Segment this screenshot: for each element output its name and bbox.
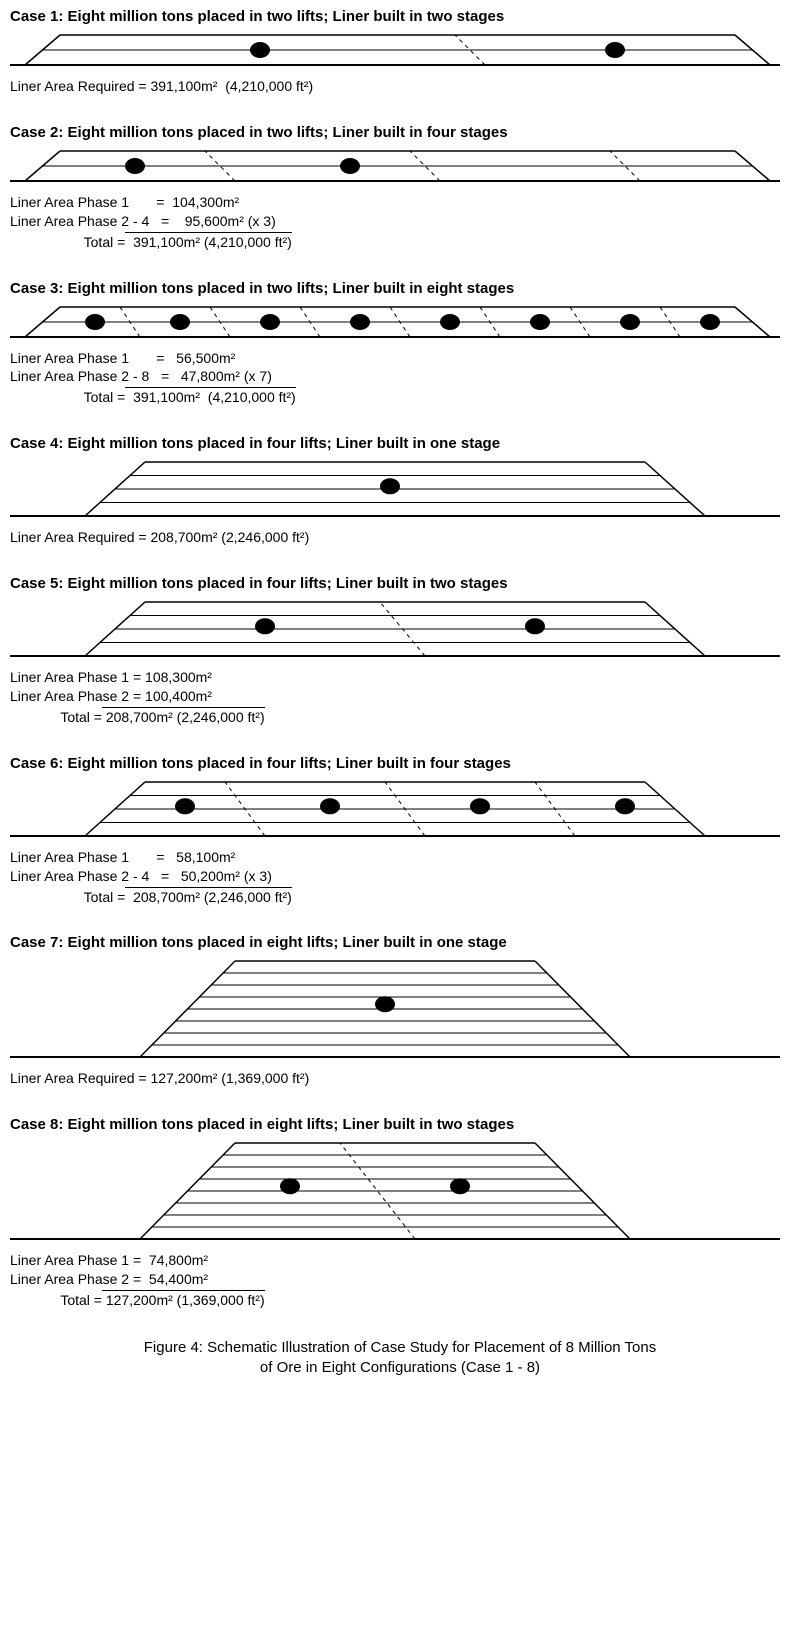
case-diagram: 1 (10, 957, 790, 1065)
svg-text:6: 6 (267, 316, 274, 330)
svg-text:4: 4 (182, 800, 189, 814)
case-7: Case 7: Eight million tons placed in eig… (10, 934, 790, 1088)
case-1: Case 1: Eight million tons placed in two… (10, 8, 790, 96)
case-diagram: 8 7 6 5 4 3 2 1 (10, 303, 790, 345)
page: Case 1: Eight million tons placed in two… (0, 0, 800, 1399)
metric-line: Liner Area Required = 127,200m² (1,369,0… (10, 1069, 790, 1088)
case-metrics: Liner Area Phase 1 = 56,500m²Liner Area … (10, 349, 790, 408)
metric-line: Liner Area Required = 391,100m² (4,210,0… (10, 77, 790, 96)
metric-line: Liner Area Phase 2 = 100,400m² (10, 687, 790, 706)
case-5: Case 5: Eight million tons placed in fou… (10, 575, 790, 727)
svg-text:3: 3 (537, 316, 544, 330)
svg-text:1: 1 (612, 44, 619, 58)
case-diagram: 21 (10, 598, 790, 664)
svg-text:1: 1 (457, 1181, 464, 1195)
case-title: Case 8: Eight million tons placed in eig… (10, 1116, 790, 1133)
case-2: Case 2: Eight million tons placed in two… (10, 124, 790, 252)
case-title: Case 2: Eight million tons placed in two… (10, 124, 790, 141)
figure-caption: Figure 4: Schematic Illustration of Case… (10, 1338, 790, 1379)
svg-text:4: 4 (132, 160, 139, 174)
svg-text:1: 1 (532, 620, 539, 634)
svg-text:8: 8 (92, 316, 99, 330)
svg-text:1: 1 (382, 999, 389, 1013)
case-diagram: 21 (10, 1139, 790, 1247)
metric-line: Total = 391,100m² (4,210,000 ft²) (10, 386, 790, 407)
svg-text:3: 3 (327, 800, 334, 814)
case-metrics: Liner Area Required = 391,100m² (4,210,0… (10, 77, 790, 96)
svg-text:1: 1 (707, 316, 714, 330)
svg-text:4: 4 (447, 316, 454, 330)
case-title: Case 4: Eight million tons placed in fou… (10, 435, 790, 452)
case-4: Case 4: Eight million tons placed in fou… (10, 435, 790, 547)
metric-line: Total = 208,700m² (2,246,000 ft²) (10, 706, 790, 727)
case-metrics: Liner Area Required = 208,700m² (2,246,0… (10, 528, 790, 547)
svg-text:2: 2 (627, 316, 634, 330)
metric-line: Liner Area Phase 1 = 74,800m² (10, 1251, 790, 1270)
metric-line: Total = 391,100m² (4,210,000 ft²) (10, 231, 790, 252)
svg-text:2: 2 (257, 44, 264, 58)
metric-line: Total = 208,700m² (2,246,000 ft²) (10, 886, 790, 907)
metric-line: Liner Area Phase 2 = 54,400m² (10, 1270, 790, 1289)
svg-text:1: 1 (387, 481, 394, 495)
case-metrics: Liner Area Phase 1 = 108,300m²Liner Area… (10, 668, 790, 727)
metric-line: Total = 127,200m² (1,369,000 ft²) (10, 1289, 790, 1310)
svg-text:1: 1 (622, 800, 629, 814)
case-metrics: Liner Area Phase 1 = 58,100m²Liner Area … (10, 848, 790, 907)
case-metrics: Liner Area Phase 1 = 74,800m²Liner Area … (10, 1251, 790, 1310)
metric-line: Liner Area Phase 2 - 8 = 47,800m² (x 7) (10, 367, 790, 386)
case-diagram: 43 (10, 147, 790, 189)
figure-caption-line: Figure 4: Schematic Illustration of Case… (10, 1338, 790, 1358)
metric-line: Liner Area Phase 2 - 4 = 95,600m² (x 3) (10, 212, 790, 231)
svg-text:2: 2 (262, 620, 269, 634)
svg-text:7: 7 (177, 316, 184, 330)
case-metrics: Liner Area Phase 1 = 104,300m²Liner Area… (10, 193, 790, 252)
metric-line: Liner Area Phase 1 = 104,300m² (10, 193, 790, 212)
case-title: Case 3: Eight million tons placed in two… (10, 280, 790, 297)
metric-line: Liner Area Phase 2 - 4 = 50,200m² (x 3) (10, 867, 790, 886)
metric-line: Liner Area Phase 1 = 56,500m² (10, 349, 790, 368)
case-title: Case 1: Eight million tons placed in two… (10, 8, 790, 25)
case-title: Case 5: Eight million tons placed in fou… (10, 575, 790, 592)
case-diagram: 21 (10, 31, 790, 73)
case-diagram: 4 3 2 1 (10, 778, 790, 844)
case-3: Case 3: Eight million tons placed in two… (10, 280, 790, 408)
metric-line: Liner Area Phase 1 = 108,300m² (10, 668, 790, 687)
metric-line: Liner Area Required = 208,700m² (2,246,0… (10, 528, 790, 547)
case-title: Case 7: Eight million tons placed in eig… (10, 934, 790, 951)
metric-line: Liner Area Phase 1 = 58,100m² (10, 848, 790, 867)
case-6: Case 6: Eight million tons placed in fou… (10, 755, 790, 907)
svg-text:3: 3 (347, 160, 354, 174)
case-8: Case 8: Eight million tons placed in eig… (10, 1116, 790, 1310)
svg-text:5: 5 (357, 316, 364, 330)
figure-caption-line: of Ore in Eight Configurations (Case 1 -… (10, 1358, 790, 1378)
svg-text:2: 2 (287, 1181, 294, 1195)
case-diagram: 1 (10, 458, 790, 524)
case-metrics: Liner Area Required = 127,200m² (1,369,0… (10, 1069, 790, 1088)
case-title: Case 6: Eight million tons placed in fou… (10, 755, 790, 772)
svg-text:2: 2 (477, 800, 484, 814)
